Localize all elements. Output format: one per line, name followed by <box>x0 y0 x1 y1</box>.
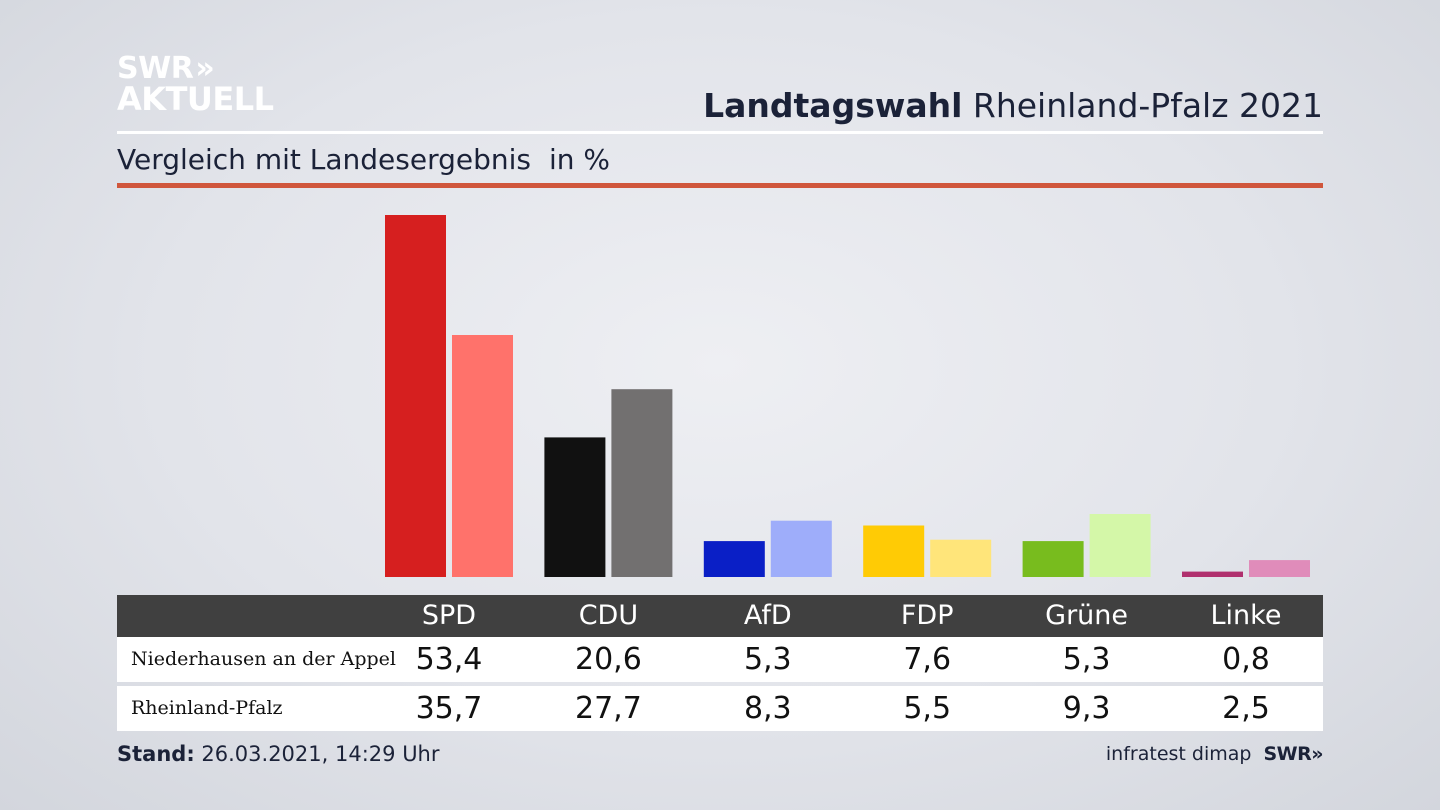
header-divider <box>117 131 1323 134</box>
row-label-niederhausen: Niederhausen an der Appel <box>131 648 397 670</box>
value-spd-series-1: 35,7 <box>415 691 483 726</box>
value-gruene-series-1: 9,3 <box>1062 691 1111 726</box>
unit-label: in % <box>548 143 611 176</box>
bar-fdp-series-1 <box>930 539 992 577</box>
bar-linke-series-0 <box>1182 571 1243 577</box>
row-label-rheinland-pfalz: Rheinland-Pfalz <box>131 697 283 719</box>
bar-gruene-series-0 <box>1022 541 1084 577</box>
value-fdp-series-1: 5,5 <box>903 691 952 726</box>
timestamp: Stand: 26.03.2021, 14:29 Uhr <box>117 740 440 768</box>
bar-gruene-series-1 <box>1089 514 1151 577</box>
bar-spd-series-1 <box>452 335 513 577</box>
bar-afd-series-0 <box>703 541 765 577</box>
title-rest: Rheinland-Pfalz 2021 <box>972 86 1323 125</box>
value-afd-series-1: 8,3 <box>743 691 792 726</box>
value-linke-series-0: 0,8 <box>1222 642 1270 677</box>
column-header-afd: AfD <box>743 600 792 631</box>
source-credit: infratest dimap SWR» <box>1105 740 1324 768</box>
column-header-spd: SPD <box>421 600 477 631</box>
bar-afd-series-1 <box>770 520 832 577</box>
column-header-fdp: FDP <box>900 600 954 631</box>
title-bold: Landtagswahl <box>703 86 963 125</box>
value-fdp-series-0: 7,6 <box>903 642 952 677</box>
bar-spd-series-0 <box>385 215 446 577</box>
value-afd-series-0: 5,3 <box>743 642 792 677</box>
value-cdu-series-0: 20,6 <box>574 642 642 677</box>
results-table: SPD CDU AfD FDP Grüne Linke Niederhausen an d… <box>117 595 1323 731</box>
swr-small-logo: SWR» <box>1263 743 1323 765</box>
subtitle-text: Vergleich mit Landesergebnis <box>117 143 531 176</box>
table-row-niederhausen: Niederhausen an der Appel 53,4 20,6 5,3 7,6… <box>117 637 1323 682</box>
value-linke-series-1: 2,5 <box>1222 691 1270 726</box>
value-gruene-series-0: 5,3 <box>1062 642 1111 677</box>
bar-fdp-series-0 <box>863 525 925 577</box>
bar-cdu-series-1 <box>611 389 673 577</box>
logo-aktuell-text: AKTUELL <box>117 80 274 118</box>
bar-linke-series-1 <box>1249 560 1310 577</box>
source-text: infratest dimap <box>1105 743 1252 765</box>
stand-label: Stand: <box>117 742 195 766</box>
swr-aktuell-logo: SWR» AKTUELL <box>117 51 274 118</box>
value-spd-series-0: 53,4 <box>415 642 483 677</box>
table-header-row: SPD CDU AfD FDP Grüne Linke <box>117 595 1323 637</box>
column-header-linke: Linke <box>1210 600 1282 631</box>
stand-value: 26.03.2021, 14:29 Uhr <box>201 742 440 766</box>
logo-swr-text: SWR <box>117 51 194 86</box>
value-cdu-series-1: 27,7 <box>574 691 642 726</box>
table-row-rheinland-pfalz: Rheinland-Pfalz 35,7 27,7 8,3 5,5 9,3 2,5 <box>117 686 1323 731</box>
column-header-gruene: Grüne <box>1045 600 1129 631</box>
bar-cdu-series-0 <box>544 437 606 577</box>
subtitle-divider <box>117 183 1323 188</box>
page-title: Landtagswahl Rheinland-Pfalz 2021 <box>703 86 1323 126</box>
chart-subtitle: Vergleich mit Landesergebnis in % <box>117 142 610 178</box>
column-header-cdu: CDU <box>578 600 639 631</box>
